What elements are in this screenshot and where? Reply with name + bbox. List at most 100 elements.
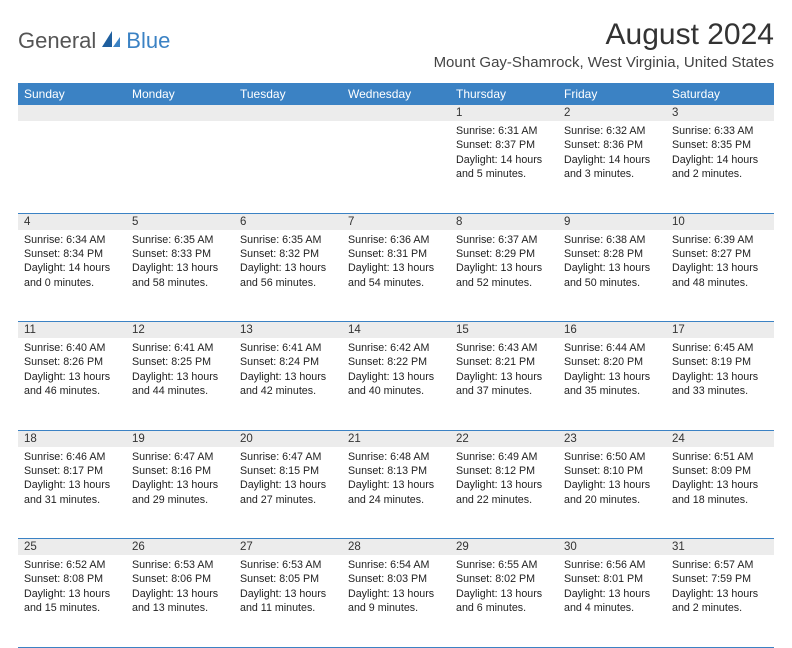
day-number-cell: 25 bbox=[18, 539, 126, 556]
day-cell: Sunrise: 6:33 AMSunset: 8:35 PMDaylight:… bbox=[666, 121, 774, 213]
day-number-cell: 10 bbox=[666, 213, 774, 230]
day-number-row: 45678910 bbox=[18, 213, 774, 230]
day-details: Sunrise: 6:52 AMSunset: 8:08 PMDaylight:… bbox=[18, 555, 126, 619]
day-details: Sunrise: 6:41 AMSunset: 8:24 PMDaylight:… bbox=[234, 338, 342, 402]
day-details: Sunrise: 6:49 AMSunset: 8:12 PMDaylight:… bbox=[450, 447, 558, 511]
day-details: Sunrise: 6:42 AMSunset: 8:22 PMDaylight:… bbox=[342, 338, 450, 402]
weekday-header-row: SundayMondayTuesdayWednesdayThursdayFrid… bbox=[18, 83, 774, 105]
logo-text-2: Blue bbox=[126, 28, 170, 54]
day-number-cell: 8 bbox=[450, 213, 558, 230]
day-details: Sunrise: 6:44 AMSunset: 8:20 PMDaylight:… bbox=[558, 338, 666, 402]
day-cell: Sunrise: 6:41 AMSunset: 8:25 PMDaylight:… bbox=[126, 338, 234, 430]
day-number-cell bbox=[126, 105, 234, 121]
day-number-cell: 1 bbox=[450, 105, 558, 121]
day-number-cell: 24 bbox=[666, 430, 774, 447]
day-details: Sunrise: 6:40 AMSunset: 8:26 PMDaylight:… bbox=[18, 338, 126, 402]
day-number-cell: 21 bbox=[342, 430, 450, 447]
day-number-cell bbox=[234, 105, 342, 121]
day-cell bbox=[18, 121, 126, 213]
weekday-header: Saturday bbox=[666, 83, 774, 105]
day-cell: Sunrise: 6:40 AMSunset: 8:26 PMDaylight:… bbox=[18, 338, 126, 430]
day-number-cell: 15 bbox=[450, 322, 558, 339]
day-cell: Sunrise: 6:55 AMSunset: 8:02 PMDaylight:… bbox=[450, 555, 558, 647]
day-cell: Sunrise: 6:51 AMSunset: 8:09 PMDaylight:… bbox=[666, 447, 774, 539]
day-number-cell: 4 bbox=[18, 213, 126, 230]
day-cell: Sunrise: 6:37 AMSunset: 8:29 PMDaylight:… bbox=[450, 230, 558, 322]
day-cell: Sunrise: 6:53 AMSunset: 8:06 PMDaylight:… bbox=[126, 555, 234, 647]
day-number-cell: 14 bbox=[342, 322, 450, 339]
day-content-row: Sunrise: 6:31 AMSunset: 8:37 PMDaylight:… bbox=[18, 121, 774, 213]
day-cell: Sunrise: 6:44 AMSunset: 8:20 PMDaylight:… bbox=[558, 338, 666, 430]
day-number-cell: 11 bbox=[18, 322, 126, 339]
day-content-row: Sunrise: 6:46 AMSunset: 8:17 PMDaylight:… bbox=[18, 447, 774, 539]
day-details: Sunrise: 6:37 AMSunset: 8:29 PMDaylight:… bbox=[450, 230, 558, 294]
day-cell bbox=[126, 121, 234, 213]
day-details: Sunrise: 6:34 AMSunset: 8:34 PMDaylight:… bbox=[18, 230, 126, 294]
day-number-cell: 19 bbox=[126, 430, 234, 447]
day-cell: Sunrise: 6:31 AMSunset: 8:37 PMDaylight:… bbox=[450, 121, 558, 213]
day-details: Sunrise: 6:51 AMSunset: 8:09 PMDaylight:… bbox=[666, 447, 774, 511]
calendar-page: General Blue August 2024 Mount Gay-Shamr… bbox=[0, 0, 792, 648]
logo-sail-icon bbox=[100, 29, 122, 54]
day-details: Sunrise: 6:53 AMSunset: 8:06 PMDaylight:… bbox=[126, 555, 234, 619]
day-cell: Sunrise: 6:46 AMSunset: 8:17 PMDaylight:… bbox=[18, 447, 126, 539]
day-number-cell: 2 bbox=[558, 105, 666, 121]
day-details: Sunrise: 6:39 AMSunset: 8:27 PMDaylight:… bbox=[666, 230, 774, 294]
day-details: Sunrise: 6:46 AMSunset: 8:17 PMDaylight:… bbox=[18, 447, 126, 511]
weekday-header: Thursday bbox=[450, 83, 558, 105]
day-details: Sunrise: 6:50 AMSunset: 8:10 PMDaylight:… bbox=[558, 447, 666, 511]
day-cell: Sunrise: 6:53 AMSunset: 8:05 PMDaylight:… bbox=[234, 555, 342, 647]
day-number-cell: 22 bbox=[450, 430, 558, 447]
day-number-cell: 3 bbox=[666, 105, 774, 121]
day-details: Sunrise: 6:54 AMSunset: 8:03 PMDaylight:… bbox=[342, 555, 450, 619]
day-number-cell: 31 bbox=[666, 539, 774, 556]
day-cell: Sunrise: 6:43 AMSunset: 8:21 PMDaylight:… bbox=[450, 338, 558, 430]
day-number-cell: 5 bbox=[126, 213, 234, 230]
day-details: Sunrise: 6:35 AMSunset: 8:33 PMDaylight:… bbox=[126, 230, 234, 294]
day-number-cell: 18 bbox=[18, 430, 126, 447]
day-details: Sunrise: 6:35 AMSunset: 8:32 PMDaylight:… bbox=[234, 230, 342, 294]
day-cell: Sunrise: 6:47 AMSunset: 8:16 PMDaylight:… bbox=[126, 447, 234, 539]
day-number-cell: 12 bbox=[126, 322, 234, 339]
day-details: Sunrise: 6:57 AMSunset: 7:59 PMDaylight:… bbox=[666, 555, 774, 619]
weekday-header: Tuesday bbox=[234, 83, 342, 105]
day-details: Sunrise: 6:48 AMSunset: 8:13 PMDaylight:… bbox=[342, 447, 450, 511]
day-cell: Sunrise: 6:38 AMSunset: 8:28 PMDaylight:… bbox=[558, 230, 666, 322]
day-cell: Sunrise: 6:49 AMSunset: 8:12 PMDaylight:… bbox=[450, 447, 558, 539]
day-details: Sunrise: 6:33 AMSunset: 8:35 PMDaylight:… bbox=[666, 121, 774, 185]
day-cell: Sunrise: 6:35 AMSunset: 8:32 PMDaylight:… bbox=[234, 230, 342, 322]
calendar-table: SundayMondayTuesdayWednesdayThursdayFrid… bbox=[18, 83, 774, 648]
weekday-header: Friday bbox=[558, 83, 666, 105]
day-number-cell: 17 bbox=[666, 322, 774, 339]
month-title: August 2024 bbox=[434, 18, 774, 52]
day-cell: Sunrise: 6:32 AMSunset: 8:36 PMDaylight:… bbox=[558, 121, 666, 213]
day-details: Sunrise: 6:47 AMSunset: 8:16 PMDaylight:… bbox=[126, 447, 234, 511]
day-cell: Sunrise: 6:41 AMSunset: 8:24 PMDaylight:… bbox=[234, 338, 342, 430]
day-details: Sunrise: 6:45 AMSunset: 8:19 PMDaylight:… bbox=[666, 338, 774, 402]
logo: General Blue bbox=[18, 18, 170, 54]
day-cell: Sunrise: 6:47 AMSunset: 8:15 PMDaylight:… bbox=[234, 447, 342, 539]
day-cell: Sunrise: 6:35 AMSunset: 8:33 PMDaylight:… bbox=[126, 230, 234, 322]
day-details: Sunrise: 6:32 AMSunset: 8:36 PMDaylight:… bbox=[558, 121, 666, 185]
logo-text-1: General bbox=[18, 28, 96, 54]
day-number-cell bbox=[342, 105, 450, 121]
day-number-row: 25262728293031 bbox=[18, 539, 774, 556]
day-cell: Sunrise: 6:39 AMSunset: 8:27 PMDaylight:… bbox=[666, 230, 774, 322]
day-content-row: Sunrise: 6:34 AMSunset: 8:34 PMDaylight:… bbox=[18, 230, 774, 322]
day-content-row: Sunrise: 6:40 AMSunset: 8:26 PMDaylight:… bbox=[18, 338, 774, 430]
day-number-cell: 28 bbox=[342, 539, 450, 556]
day-number-cell bbox=[18, 105, 126, 121]
title-block: August 2024 Mount Gay-Shamrock, West Vir… bbox=[434, 18, 774, 71]
day-cell: Sunrise: 6:56 AMSunset: 8:01 PMDaylight:… bbox=[558, 555, 666, 647]
day-cell: Sunrise: 6:54 AMSunset: 8:03 PMDaylight:… bbox=[342, 555, 450, 647]
day-details: Sunrise: 6:53 AMSunset: 8:05 PMDaylight:… bbox=[234, 555, 342, 619]
day-number-cell: 7 bbox=[342, 213, 450, 230]
day-number-cell: 27 bbox=[234, 539, 342, 556]
day-cell: Sunrise: 6:34 AMSunset: 8:34 PMDaylight:… bbox=[18, 230, 126, 322]
day-number-cell: 23 bbox=[558, 430, 666, 447]
day-number-cell: 20 bbox=[234, 430, 342, 447]
day-number-row: 11121314151617 bbox=[18, 322, 774, 339]
location-text: Mount Gay-Shamrock, West Virginia, Unite… bbox=[434, 54, 774, 71]
day-number-cell: 13 bbox=[234, 322, 342, 339]
day-number-cell: 26 bbox=[126, 539, 234, 556]
